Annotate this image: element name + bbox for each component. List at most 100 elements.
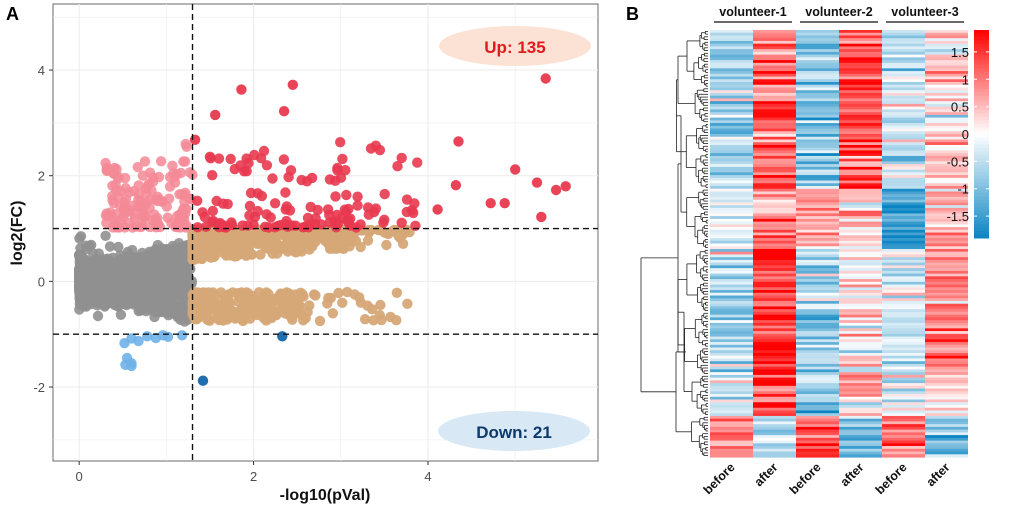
heatmap-cell (839, 238, 882, 242)
heatmap-cell (839, 363, 882, 368)
heatmap-cell (796, 207, 839, 212)
volcano-point (243, 158, 254, 169)
heatmap-cell (753, 60, 796, 64)
heatmap-cell (753, 336, 796, 340)
volcano-point (354, 292, 365, 303)
volcano-point (175, 266, 186, 278)
heatmap-cell (796, 262, 839, 266)
heatmap-cell (839, 106, 882, 110)
heatmap-cell (925, 394, 968, 398)
heatmap-cell (839, 79, 882, 83)
heatmap-cell (839, 125, 882, 130)
volcano-point (297, 289, 308, 300)
heatmap-cell (882, 125, 925, 130)
heatmap-cell (753, 298, 796, 302)
heatmap-cell (710, 136, 753, 141)
legend-swatch (974, 161, 989, 166)
heatmap-cell (839, 40, 882, 45)
heatmap-cell (882, 117, 925, 121)
heatmap-cell (710, 158, 753, 162)
heatmap-cell (710, 295, 753, 299)
panel-label-b: B (626, 4, 639, 24)
heatmap-cell (839, 161, 882, 165)
heatmap-cell (796, 380, 839, 384)
heatmap-cell (710, 270, 753, 275)
heatmap-cell (753, 136, 796, 141)
heatmap-cell (753, 257, 796, 261)
heatmap-cell (796, 394, 839, 398)
heatmap-cell (753, 62, 796, 67)
heatmap-cell (882, 377, 925, 381)
heatmap-cell (710, 394, 753, 398)
heatmap-cell (882, 248, 925, 253)
heatmap-cell (882, 369, 925, 373)
heatmap-cell (839, 339, 882, 343)
volcano-point (157, 266, 168, 277)
volcano-point (90, 266, 101, 277)
volcano-point (280, 187, 291, 198)
heatmap-cell (882, 92, 925, 97)
heatmap-cell (753, 309, 796, 313)
volcano-point (266, 302, 277, 313)
heatmap-cell (839, 128, 882, 132)
heatmap-cell (839, 383, 882, 387)
heatmap-cell (796, 32, 839, 37)
heatmap-cell (925, 109, 968, 113)
heatmap-cell (710, 172, 753, 176)
heatmap-cell (925, 328, 968, 332)
heatmap-cell (710, 369, 753, 373)
heatmap-cell (710, 90, 753, 94)
heatmap-cell (710, 139, 753, 143)
y-tick-label: -2 (33, 380, 45, 395)
heatmap-cell (882, 454, 925, 458)
heatmap-cell (839, 123, 882, 127)
heatmap-cell (839, 336, 882, 340)
heatmap-cell (882, 227, 925, 231)
heatmap-cell (710, 101, 753, 105)
heatmap-cell (882, 191, 925, 195)
heatmap-cell (753, 232, 796, 236)
heatmap-cell (796, 317, 839, 321)
volcano-point (245, 295, 257, 306)
volcano-point (293, 244, 305, 255)
heatmap-cell (710, 224, 753, 228)
heatmap-cell (710, 186, 753, 190)
heatmap-cell (796, 205, 839, 209)
heatmap-cell (710, 155, 753, 160)
heatmap-cell (839, 177, 882, 182)
column-labels: before after before after before after (701, 460, 953, 497)
volcano-point (86, 283, 97, 294)
heatmap-cell (882, 155, 925, 160)
heatmap-cell (882, 372, 925, 376)
heatmap-cell (710, 399, 753, 403)
heatmap-cell (710, 273, 753, 277)
volcano-point (355, 219, 366, 230)
legend-swatch (974, 85, 989, 90)
heatmap-cell (753, 254, 796, 258)
volcano-x-axis-title: -log10(pVal) (280, 487, 371, 504)
heatmap-cell (710, 339, 753, 343)
volcano-point (325, 234, 337, 246)
volcano-point (337, 153, 348, 165)
heatmap-cell (882, 391, 925, 395)
heatmap-cell (925, 374, 968, 379)
heatmap-cell (839, 402, 882, 406)
heatmap-cell (753, 112, 796, 116)
volcano-point (402, 298, 413, 309)
volcano-point (282, 235, 293, 247)
heatmap-cell (839, 262, 882, 266)
heatmap-cell (710, 268, 753, 272)
heatmap-cell (753, 134, 796, 138)
heatmap-cell (839, 273, 882, 277)
heatmap-cell (710, 366, 753, 371)
heatmap-cell (839, 448, 882, 453)
heatmap-cell (839, 144, 882, 149)
volcano-point (278, 154, 290, 165)
heatmap-cell (796, 306, 839, 310)
heatmap-cell (839, 300, 882, 305)
heatmap-cell (839, 71, 882, 75)
volcano-points (74, 42, 571, 386)
heatmap-cell (839, 194, 882, 198)
heatmap-cell (839, 446, 882, 450)
heatmap-cell (925, 49, 968, 53)
